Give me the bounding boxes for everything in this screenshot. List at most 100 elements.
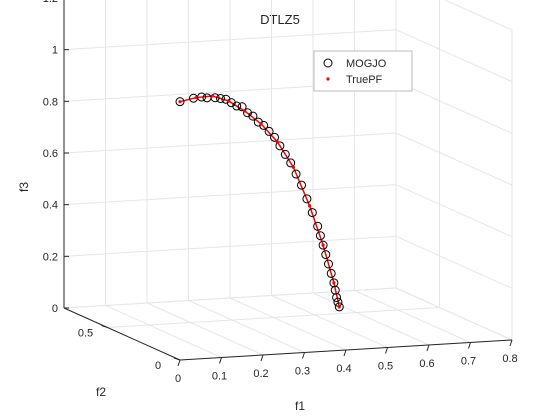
truepf-point [291, 165, 295, 169]
truepf-point [243, 109, 247, 113]
z-axis-label: f3 [17, 182, 31, 192]
mogjo-point [326, 268, 336, 278]
f1-tick-mark [468, 342, 471, 349]
truepf-point [259, 122, 263, 126]
floor-grid-line-f1 [146, 302, 264, 356]
mogjo-point [315, 231, 325, 241]
truepf-point [308, 204, 312, 208]
mogjo-point [318, 240, 328, 250]
mogjo-point [330, 285, 340, 295]
truepf-point [337, 305, 341, 309]
mogjo-point [313, 221, 323, 231]
mogjo-point [216, 94, 225, 103]
legend-label-mogjo: MOGJO [346, 58, 387, 70]
truepf-line-layer [179, 95, 341, 308]
floor-grid-line-f1 [271, 295, 388, 348]
floor-grid-line-f1 [354, 290, 471, 343]
mogjo-point [275, 141, 285, 151]
f1-tick-mark [343, 349, 347, 357]
side-wall-grid-line-f3 [395, 287, 513, 341]
floor-grid-line-f1 [188, 300, 305, 353]
truepf-line [179, 95, 341, 308]
f2-tick-label: 0 [155, 360, 161, 372]
mogjo-point [307, 208, 317, 218]
f3-tick-label: 1 [52, 45, 58, 57]
mogjo-point [280, 149, 290, 159]
f3-tick-label: 0.2 [43, 251, 58, 263]
f2-tick-mark [101, 325, 108, 328]
f1-tick-label: 0 [175, 373, 181, 385]
legend-box [313, 50, 413, 92]
ticks-layer: 0 0.1 0.2 0.3 0.4 0.5 0.6 0.7 0.8 0 0.5 0 0.2 0.4 0.6 0… [43, 0, 518, 385]
mogjo-point [210, 93, 220, 103]
f3-tick-label: 0.8 [43, 96, 58, 108]
f1-tick-label: 0.5 [378, 361, 393, 373]
truepf-point [275, 140, 279, 144]
back-wall-grid-line-f3 [63, 184, 397, 206]
f1-tick-label: 0.6 [419, 358, 434, 370]
f1-tick-label: 0.7 [461, 356, 476, 368]
truepf-point [332, 281, 336, 285]
f1-tick-label: 0.3 [295, 366, 310, 378]
f3-tick-label: 1.2 [43, 0, 58, 5]
legend-label-truepf: TruePF [346, 74, 383, 86]
truepf-point [210, 94, 214, 98]
y-axis-label: f2 [96, 385, 106, 399]
f1-tick-mark [219, 357, 222, 364]
f1-tick-label: 0.1 [212, 371, 227, 383]
mogjo-point [334, 302, 344, 312]
floor-grid-line-f1 [105, 305, 222, 358]
f3-tick-label: 0.4 [43, 200, 58, 212]
f1-tick-mark [509, 339, 513, 347]
floor-grid-line-f1 [312, 292, 430, 346]
side-wall-grid-line-f3 [395, 29, 513, 83]
f3-tick-label: 0.6 [43, 148, 58, 160]
mogjo-point [259, 120, 269, 130]
f1-tick-mark [385, 347, 388, 354]
truepf-point [178, 100, 182, 104]
mogjo-point [324, 259, 333, 269]
f1-tick-mark [260, 354, 264, 362]
back-wall-grid-line-f3 [63, 235, 397, 257]
side-wall-grid-line-f3 [443, 0, 513, 31]
f2-tick-mark [173, 357, 181, 361]
chart-title: DTLZ5 [260, 12, 300, 27]
back-wall-grid-line-f3 [63, 29, 397, 51]
legend: MOGJO TruePF [313, 50, 413, 92]
truepf-point [194, 95, 198, 100]
truepf-point [227, 99, 231, 103]
f1-tick-label: 0.8 [502, 353, 517, 365]
f2-axis-line [63, 307, 181, 361]
legend-marker-truepf [326, 77, 330, 81]
legend-marker-mogjo [323, 58, 333, 68]
mogjo-point [297, 180, 306, 190]
f3-tick-label: 0 [52, 303, 58, 315]
f1-tick-mark [426, 344, 430, 352]
mogjo-point [321, 250, 331, 260]
mogjo-point [264, 126, 274, 136]
mogjo-point [232, 101, 242, 111]
mogjo-point [332, 292, 342, 302]
mogjo-point [237, 102, 247, 112]
f1-tick-label: 0.4 [336, 363, 351, 375]
mogjo-point [302, 194, 312, 204]
mogjo-point [270, 132, 279, 142]
truepf-point [321, 243, 325, 247]
mogjo-point [175, 97, 185, 107]
mogjo-point [286, 158, 296, 168]
side-wall-grid-line-f3 [395, 132, 513, 186]
f1-tick-label: 0.2 [253, 368, 268, 380]
data-points-layer [175, 92, 344, 312]
side-wall-grid-line-f3 [395, 184, 513, 238]
f1-tick-mark [302, 352, 305, 359]
f2-tick-label: 0.5 [78, 328, 93, 340]
side-wall-grid-line-f3 [395, 235, 513, 289]
floor-grid-line-f2 [107, 307, 440, 328]
side-wall-grid-line-f3 [395, 80, 513, 134]
f1-tick-mark [177, 359, 181, 367]
mogjo-point [329, 278, 339, 288]
mogjo-point [291, 169, 301, 179]
floor-grid-line-f1 [229, 297, 347, 351]
